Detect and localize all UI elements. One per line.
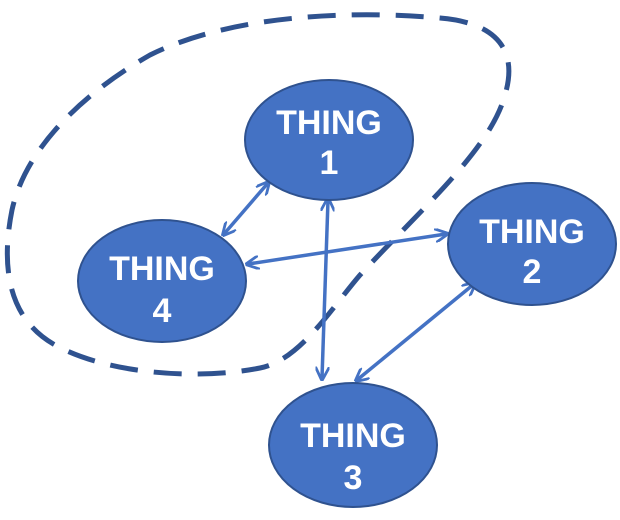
node-thing4-label-line1: THING xyxy=(109,250,215,288)
arrow-thing1-thing4 xyxy=(224,183,268,234)
node-thing1: THING 1 xyxy=(244,79,414,201)
dashed-group-boundary xyxy=(4,12,512,377)
arrow-thing4-thing2 xyxy=(248,234,446,264)
node-thing2-label-line2: 2 xyxy=(523,253,542,291)
node-thing3: THING 3 xyxy=(268,382,438,508)
node-thing4-label-line2: 4 xyxy=(153,292,172,330)
node-thing1-shape xyxy=(244,79,414,201)
node-thing2-shape xyxy=(447,182,617,306)
node-thing1-label-line1: THING xyxy=(276,104,382,142)
node-thing4: THING 4 xyxy=(77,219,247,343)
arrow-thing1-thing3 xyxy=(322,200,328,378)
node-thing2: THING 2 xyxy=(447,182,617,306)
arrow-thing2-thing3 xyxy=(357,284,474,380)
node-thing4-shape xyxy=(77,219,247,343)
node-thing1-label-line2: 1 xyxy=(320,144,339,182)
node-thing3-label-line1: THING xyxy=(300,417,406,455)
node-thing3-label-line2: 3 xyxy=(344,459,363,497)
node-thing2-label-line1: THING xyxy=(479,213,585,251)
node-thing3-shape xyxy=(268,382,438,508)
